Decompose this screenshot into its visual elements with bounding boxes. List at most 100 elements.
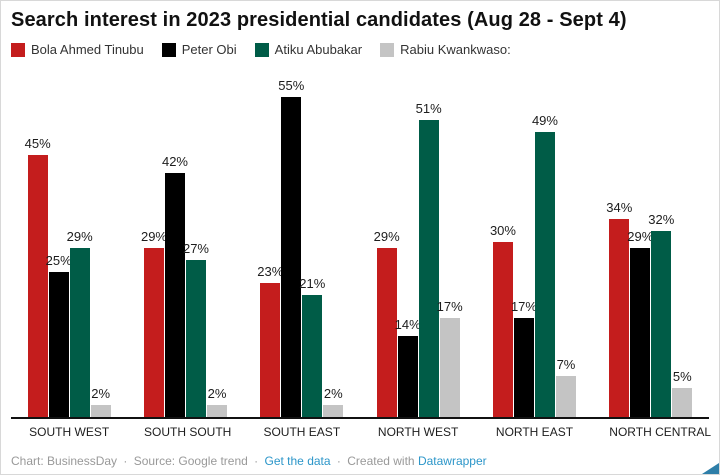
bar-slot: 29% (140, 97, 167, 417)
x-axis-label: SOUTH SOUTH (143, 425, 232, 439)
legend-label: Bola Ahmed Tinubu (31, 42, 144, 57)
bar-slot: 2% (90, 97, 111, 417)
bar (185, 259, 206, 417)
x-axis-label: NORTH WEST (377, 425, 459, 439)
bar (206, 405, 227, 417)
bar-slot: 42% (161, 97, 188, 417)
bar (27, 155, 48, 417)
bar-value-label: 23% (257, 264, 284, 280)
bar (69, 248, 90, 417)
bar-slot: 29% (627, 97, 654, 417)
bar (439, 318, 460, 417)
chart-title: Search interest in 2023 presidential can… (11, 9, 627, 31)
created-with-text: Created with (347, 454, 415, 468)
bar-value-label: 45% (24, 136, 51, 152)
bar-slot: 45% (24, 97, 51, 417)
bar-slot: 49% (531, 97, 558, 417)
legend-item: Atiku Abubakar (254, 42, 363, 57)
bar (418, 120, 439, 417)
x-axis-label: NORTH EAST (495, 425, 574, 439)
separator: · (123, 454, 128, 468)
bar (143, 248, 164, 417)
bar (672, 387, 693, 417)
bar (609, 219, 630, 417)
bar-group: 34% 29% 32% 5% (606, 97, 693, 417)
bar (397, 335, 418, 417)
bar-value-label: 29% (140, 229, 167, 245)
x-axis-labels: SOUTH WEST SOUTH SOUTH SOUTH EAST NORTH WES… (11, 425, 712, 439)
bar-value-label: 25% (45, 252, 72, 268)
x-axis-label: SOUTH EAST (263, 425, 341, 439)
bar-slot: 30% (489, 97, 516, 417)
bar-group: 30% 17% 49% 7% (489, 97, 576, 417)
bar (281, 97, 302, 417)
bar-value-label: 21% (299, 275, 326, 291)
legend-label: Peter Obi (181, 42, 237, 57)
bar-slot: 17% (436, 97, 463, 417)
plot-area: 45% 25% 29% 2% 29% 42% 27% 2% 23% 55% 21% 2% 29% 14% 5… (11, 78, 709, 419)
bar-value-label: 2% (323, 386, 343, 402)
bar-value-label: 49% (531, 112, 558, 128)
bar-value-label: 51% (415, 101, 442, 117)
bar-value-label: 55% (278, 78, 305, 93)
bar (513, 318, 534, 417)
bar-value-label: 14% (394, 316, 421, 332)
bar-value-label: 30% (489, 223, 516, 239)
bar-value-label: 27% (182, 240, 209, 256)
bar (555, 376, 576, 417)
bar (260, 283, 281, 417)
bar (534, 131, 555, 417)
x-axis-label: NORTH CENTRAL (609, 425, 712, 439)
bar-slot: 25% (45, 97, 72, 417)
legend-item: Rabiu Kwankwaso: (380, 42, 511, 57)
bar-group: 29% 14% 51% 17% (373, 97, 463, 417)
bar-group: 45% 25% 29% 2% (24, 97, 111, 417)
legend-item: Bola Ahmed Tinubu (11, 42, 144, 57)
legend-swatch-icon (380, 42, 395, 57)
bar-value-label: 2% (207, 386, 227, 402)
legend-item: Peter Obi (161, 42, 237, 57)
bar-value-label: 7% (556, 357, 576, 373)
bar-slot: 5% (672, 97, 693, 417)
bar (492, 242, 513, 417)
legend: Bola Ahmed Tinubu Peter Obi Atiku Abubakar… (11, 42, 709, 57)
legend-swatch-icon (11, 42, 25, 57)
bar-slot: 29% (373, 97, 400, 417)
bar-value-label: 42% (161, 153, 188, 169)
bar-value-label: 5% (672, 368, 692, 384)
bar-value-label: 2% (91, 386, 111, 402)
bar-value-label: 29% (627, 229, 654, 245)
bar-slot: 7% (555, 97, 576, 417)
bar-value-label: 29% (373, 229, 400, 245)
get-the-data-link[interactable]: Get the data (264, 454, 331, 468)
bar-slot: 55% (278, 78, 304, 417)
datawrapper-link[interactable]: Datawrapper (417, 454, 487, 468)
bar-value-label: 29% (66, 229, 93, 245)
bar-slot: 29% (66, 97, 93, 417)
bar-value-label: 32% (648, 211, 675, 227)
bar (323, 405, 344, 417)
separator: · (336, 454, 341, 468)
bar-slot: 23% (257, 97, 284, 417)
bar-slot: 32% (648, 97, 675, 417)
bar (630, 248, 651, 417)
bar-slot: 2% (206, 97, 227, 417)
bar-value-label: 34% (606, 200, 633, 216)
source-credit: Source: Google trend (133, 454, 248, 468)
resize-handle-icon[interactable] (702, 463, 719, 474)
legend-label: Atiku Abubakar (274, 42, 363, 57)
bar-slot: 2% (323, 97, 344, 417)
bar-group: 29% 42% 27% 2% (140, 97, 227, 417)
bar-value-label: 17% (436, 299, 463, 315)
bar (48, 271, 69, 417)
x-axis-label: SOUTH WEST (29, 425, 110, 439)
attribution-footer: Chart: BusinessDay · Source: Google tren… (11, 454, 709, 468)
bar (90, 405, 111, 417)
bar (651, 230, 672, 417)
bar-slot: 17% (511, 97, 537, 417)
bar-slot: 14% (394, 97, 421, 417)
bar-slot: 34% (606, 97, 633, 417)
bar-slot: 21% (299, 97, 326, 417)
bar-slot: 27% (182, 97, 209, 417)
